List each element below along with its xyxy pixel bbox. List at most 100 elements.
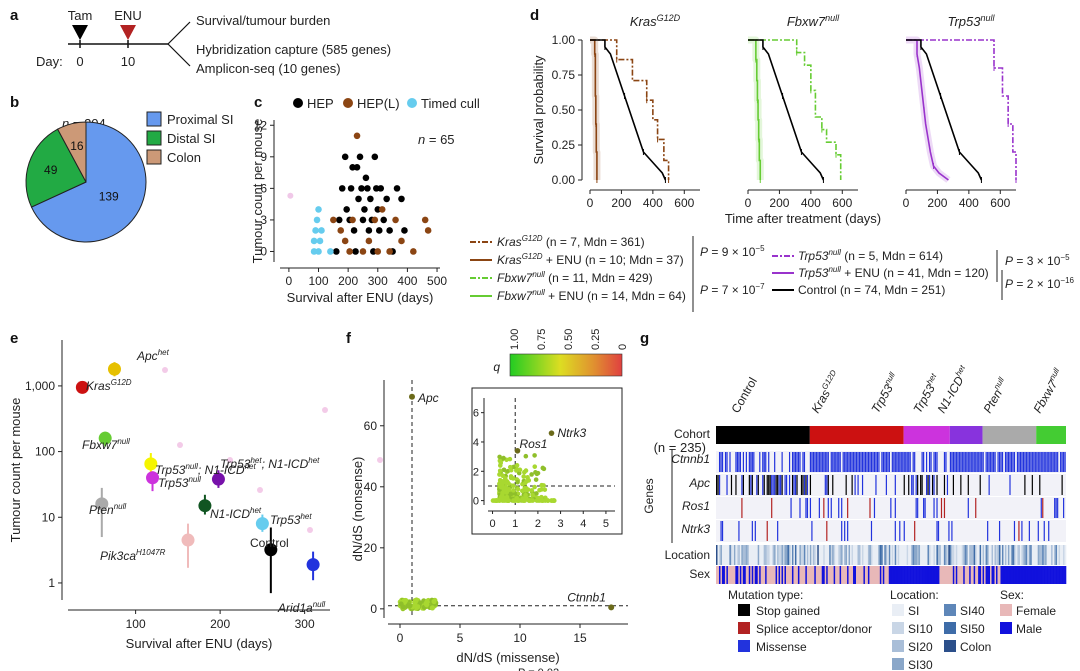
mutation-cell (1004, 452, 1007, 472)
sex-cell (771, 566, 773, 584)
location-cell (951, 545, 954, 565)
sex-cell (885, 566, 888, 584)
sex-cell (957, 566, 960, 584)
mutation-cell (766, 475, 768, 495)
sex-cell (829, 566, 831, 584)
mutation-cell (970, 452, 972, 472)
point-label: Trp53het (270, 512, 312, 527)
scatter-point-hep (361, 206, 368, 213)
sex-swatch (1000, 604, 1012, 616)
point-label: Control (250, 536, 289, 550)
scatter-point-hep (335, 216, 343, 224)
location-cell (774, 545, 776, 565)
survival-line (906, 39, 983, 181)
sex-cell (881, 566, 884, 584)
sex-cell (914, 566, 916, 584)
sex-cell (802, 566, 805, 584)
location-cell (853, 545, 855, 565)
legend-colon: Colon (167, 150, 201, 165)
scatter-point-hepl (386, 248, 393, 255)
location-cell (832, 545, 834, 565)
sex-cell (978, 566, 980, 584)
mutation-cell (802, 475, 804, 495)
location-cell (784, 545, 787, 565)
sex-cell (772, 566, 775, 584)
scatter-point-hepl (392, 216, 399, 224)
point-label: N1-ICDhet (210, 506, 262, 521)
sex-cell (996, 566, 998, 584)
sex-cell (942, 566, 945, 584)
location-cell (1010, 545, 1013, 565)
mutation-cell (933, 475, 935, 495)
faint-point (377, 457, 383, 463)
q-label: q (493, 360, 500, 374)
sex-cell (783, 566, 785, 584)
sex-cell (998, 566, 1001, 584)
genotype-point (146, 471, 160, 485)
location-cell (939, 545, 942, 565)
location-cell (900, 545, 903, 565)
location-cell (914, 545, 916, 565)
mutation-cell (830, 452, 832, 472)
mutation-cell (741, 475, 743, 495)
cohort-segment (982, 426, 1037, 444)
scatter-point-hep (365, 227, 373, 234)
location-cell (909, 545, 912, 565)
legend-hepl-marker (343, 98, 353, 108)
mutation-cell (943, 498, 946, 518)
sex-cell (780, 566, 782, 584)
gene-label: Apc (417, 391, 439, 405)
mutation-cell (763, 452, 765, 472)
panel-c: c HEP HEP(L) Timed cull n = 65 0 100 200 30… (250, 94, 480, 305)
sex-cell (1045, 566, 1047, 584)
scatter-point-hep (377, 185, 385, 192)
sex-cell (1048, 566, 1050, 584)
mutation-cell (738, 521, 740, 541)
faint-point (227, 457, 233, 463)
sex-cell (972, 566, 974, 584)
mutation-cell (958, 452, 960, 472)
location-cell (857, 545, 860, 565)
location-cell (1061, 545, 1064, 565)
location-cell (937, 545, 940, 565)
mutation-cell (888, 452, 890, 472)
gene-point (423, 600, 429, 607)
mutation-swatch (738, 640, 750, 652)
mutation-cell (751, 452, 753, 472)
mutation-cell (1027, 452, 1029, 472)
location-cell (820, 545, 823, 565)
mutation-cell (1000, 452, 1002, 472)
location-cell (1036, 545, 1039, 565)
mutation-cell (750, 452, 752, 472)
mutation-cell (858, 452, 861, 472)
sex-cell (796, 566, 799, 584)
sex-cell (961, 566, 964, 584)
location-cell (1064, 545, 1067, 565)
mutation-cell (809, 475, 812, 495)
location-cell (1025, 545, 1028, 565)
location-cell (733, 545, 736, 565)
mutation-cell (726, 475, 728, 495)
mutation-cell (948, 521, 950, 541)
location-swatch (892, 658, 904, 670)
location-cell (1006, 545, 1009, 565)
location-cell (918, 545, 921, 565)
scatter-point-hepl (353, 132, 361, 140)
legend-distal-swatch (146, 130, 162, 146)
location-cell (768, 545, 770, 565)
mutation-cell (952, 475, 954, 495)
inset-gene-point-labeled (514, 447, 521, 454)
sex-cell (984, 566, 986, 584)
location-cell (876, 545, 879, 565)
scatter-point-hepl (378, 206, 386, 213)
location-cell (757, 545, 760, 565)
location-cell (976, 545, 979, 565)
mutation-cell (928, 475, 931, 495)
location-cell (998, 545, 1001, 565)
location-cell (788, 545, 791, 565)
sex-cell (854, 566, 857, 584)
gene-point-labeled (409, 393, 415, 400)
inset-gene-point (515, 486, 521, 492)
sex-cell (750, 566, 753, 584)
inset-gene-point (504, 490, 509, 495)
